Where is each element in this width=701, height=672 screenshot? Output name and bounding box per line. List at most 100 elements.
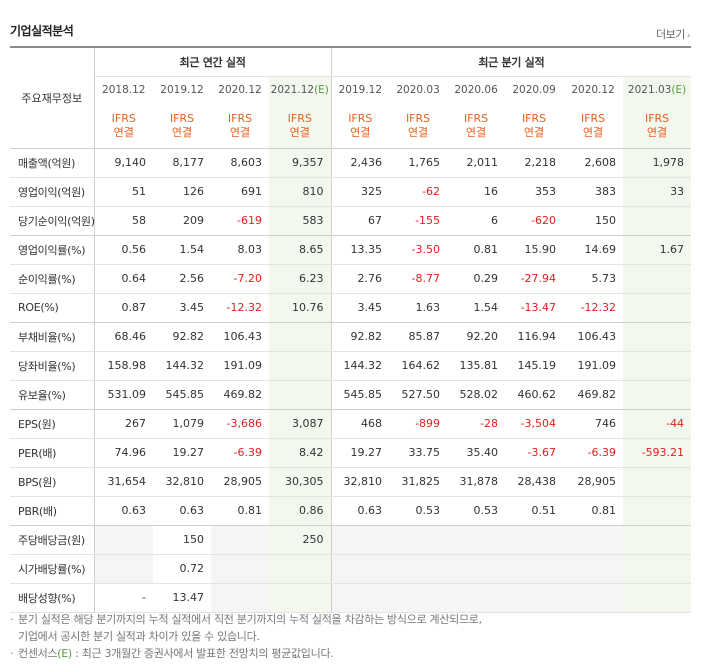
table-cell — [563, 554, 624, 584]
ifrs-line2: 연결 — [229, 125, 251, 139]
table-cell: -8.77 — [389, 264, 448, 294]
period-header: 2019.12 — [153, 76, 211, 104]
row-label: 당좌비율(%) — [10, 351, 95, 381]
table-row: 시가배당률(%) 0.72 — [10, 554, 692, 584]
period-label: 2018.12 — [102, 84, 146, 97]
table-cell: 35.40 — [447, 438, 506, 468]
consensus-label: 컨센서스 — [18, 647, 58, 660]
table-cell: 0.72 — [153, 554, 211, 584]
period-label: 2020.12 — [218, 84, 262, 97]
table-cell — [389, 554, 448, 584]
table-cell — [389, 525, 448, 555]
table-cell — [623, 351, 692, 381]
table-cell — [94, 554, 153, 584]
table-cell: -155 — [389, 206, 448, 236]
table-cell: 31,878 — [447, 467, 506, 497]
more-label: 더보기 — [656, 28, 685, 41]
table-cell: 1.63 — [389, 293, 448, 323]
table-cell: 3.45 — [331, 293, 390, 323]
table-cell: 545.85 — [153, 380, 211, 410]
table-cell: 8.42 — [269, 438, 332, 468]
table-cell: -3.67 — [505, 438, 564, 468]
ifrs-label: IFRS 연결 — [331, 104, 390, 149]
table-cell: 28,438 — [505, 467, 564, 497]
table-cell: 92.20 — [447, 322, 506, 352]
table-cell: 6 — [447, 206, 506, 236]
ifrs-line1: IFRS — [169, 111, 195, 125]
table-cell: 528.02 — [447, 380, 506, 410]
table-cell — [211, 525, 269, 555]
table-cell — [331, 525, 390, 555]
table-cell — [331, 554, 390, 584]
table-cell — [447, 583, 506, 613]
table-cell: 1,978 — [623, 148, 692, 178]
table-cell: -620 — [505, 206, 564, 236]
table-cell: 13.35 — [331, 235, 390, 265]
table-cell: -6.39 — [211, 438, 269, 468]
section-title: 기업실적분석 — [10, 24, 74, 38]
financial-table: 주요재무정보 최근 연간 실적 최근 분기 실적 2018.12 2019.12 2… — [10, 46, 692, 613]
table-cell: 19.27 — [153, 438, 211, 468]
table-cell: 0.53 — [447, 496, 506, 526]
table-row: ROE(%) 0.87 3.45 -12.32 10.76 3.45 1.63 1.54 -13… — [10, 293, 692, 323]
table-cell — [269, 351, 332, 381]
table-cell — [269, 583, 332, 613]
table-cell: 30,305 — [269, 467, 332, 497]
table-cell: 469.82 — [211, 380, 269, 410]
table-cell: 250 — [269, 525, 332, 555]
table-cell: 9,140 — [94, 148, 153, 178]
ifrs-label: IFRS 연결 — [153, 104, 211, 149]
table-cell: 58 — [94, 206, 153, 236]
period-header: 2020.09 — [505, 76, 563, 104]
period-header: 2019.12 — [331, 76, 389, 104]
table-cell: 2,218 — [505, 148, 564, 178]
table-cell: 1.54 — [447, 293, 506, 323]
corner-label: 주요재무정보 — [10, 46, 95, 149]
table-cell: 2,608 — [563, 148, 624, 178]
table-row: BPS(원) 31,654 32,810 28,905 30,305 32,810 31,8… — [10, 467, 692, 497]
table-row: EPS(원) 267 1,079 -3,686 3,087 468 -899 -28 -3,50… — [10, 409, 692, 439]
estimate-mark: (E) — [314, 84, 329, 97]
table-cell — [623, 322, 692, 352]
table-row: 당기순이익(억원) 58 209 -619 583 67 -155 6 -620 150 — [10, 206, 692, 236]
table-cell: 191.09 — [211, 351, 269, 381]
row-label: 유보율(%) — [10, 380, 95, 410]
ifrs-label: IFRS 연결 — [447, 104, 506, 149]
table-cell: 0.87 — [94, 293, 153, 323]
table-cell: 10.76 — [269, 293, 332, 323]
table-cell: 8.03 — [211, 235, 269, 265]
table-cell: 1,079 — [153, 409, 211, 439]
period-label: 2019.12 — [338, 84, 382, 97]
ifrs-line1: IFRS — [463, 111, 489, 125]
table-cell: 2,011 — [447, 148, 506, 178]
table-cell: 2.76 — [331, 264, 390, 294]
table-cell: -27.94 — [505, 264, 564, 294]
table-cell — [447, 554, 506, 584]
ifrs-line1: IFRS — [111, 111, 136, 125]
annual-group-header: 최근 연간 실적 — [94, 46, 332, 77]
table-cell: -62 — [389, 177, 448, 207]
more-link[interactable]: 더보기 › — [656, 26, 691, 42]
table-cell: 16 — [447, 177, 506, 207]
period-row: 2018.12 2019.12 2020.12 2021.12(E) 2019.12 20… — [10, 76, 692, 104]
table-row: 영업이익률(%) 0.56 1.54 8.03 8.65 13.35 -3.50 0.81 15… — [10, 235, 692, 265]
table-cell: 8,177 — [153, 148, 211, 178]
table-cell: 0.63 — [153, 496, 211, 526]
table-cell — [269, 380, 332, 410]
ifrs-line2: 연결 — [582, 125, 604, 139]
row-label: 시가배당률(%) — [10, 554, 95, 584]
table-cell — [505, 554, 564, 584]
quarter-group-header: 최근 분기 실적 — [331, 46, 692, 77]
table-row: 부채비율(%) 68.46 92.82 106.43 92.82 85.87 92.20 11… — [10, 322, 692, 352]
table-cell: 383 — [563, 177, 624, 207]
ifrs-label: IFRS 연결 — [94, 104, 153, 149]
table-cell: 8.65 — [269, 235, 332, 265]
ifrs-line2: 연결 — [289, 125, 310, 139]
table-cell: 8,603 — [211, 148, 269, 178]
table-row: 영업이익(억원) 51 126 691 810 325 -62 16 353 383 33 — [10, 177, 692, 207]
table-cell — [447, 525, 506, 555]
table-cell — [505, 525, 564, 555]
table-cell: 32,810 — [331, 467, 390, 497]
ifrs-label: IFRS 연결 — [269, 104, 332, 149]
table-cell: 267 — [94, 409, 153, 439]
